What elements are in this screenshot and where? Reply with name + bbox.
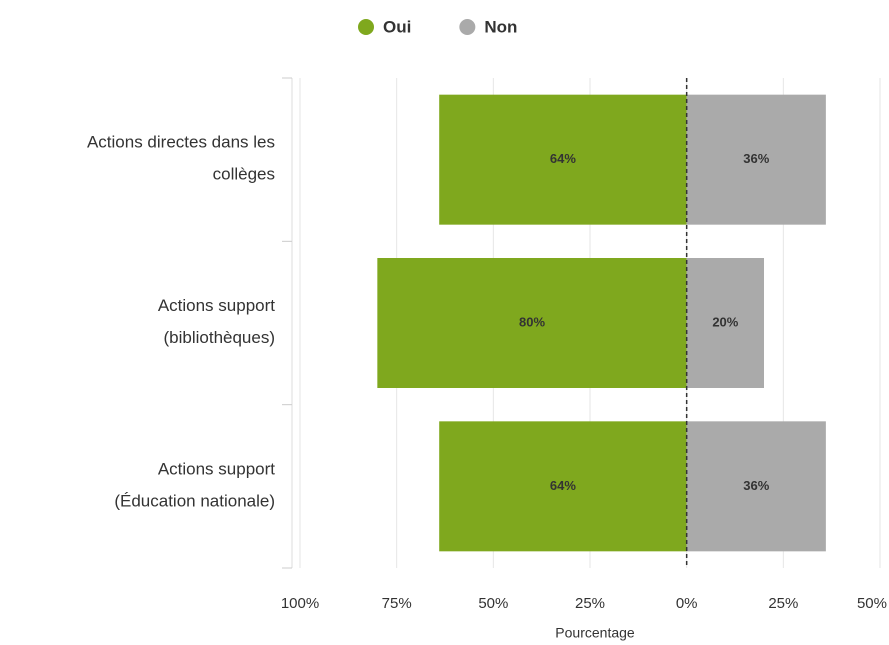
bar	[686, 258, 764, 388]
bar	[439, 94, 687, 225]
x-tick-label: 50%	[857, 595, 887, 612]
y-tick-label-line: Actions support	[158, 460, 275, 479]
y-tick-label: Actions support (Éducation nationale)	[114, 460, 275, 511]
y-tick-label: Actions directes dans les collèges	[87, 133, 275, 184]
data-label: 20%	[712, 314, 738, 329]
x-tick-label: 25%	[768, 595, 798, 612]
data-label: 80%	[519, 314, 545, 329]
legend-swatch	[358, 19, 374, 35]
y-tick-label: Actions support (bibliothèques)	[158, 296, 275, 347]
legend-label: Oui	[383, 17, 411, 36]
data-label: 64%	[550, 151, 576, 166]
x-tick-label: 100%	[281, 595, 319, 612]
y-tick-label-line: Actions support	[158, 296, 275, 315]
x-tick-label: 50%	[478, 595, 508, 612]
bar	[377, 258, 687, 388]
bar	[439, 421, 687, 552]
bar	[686, 421, 826, 552]
x-tick-label: 0%	[676, 595, 698, 612]
legend-label: Non	[484, 17, 517, 36]
y-tick-label-line: (bibliothèques)	[163, 328, 275, 347]
x-tick-label: 25%	[575, 595, 605, 612]
data-label: 36%	[743, 151, 769, 166]
legend-swatch	[459, 19, 476, 35]
data-label: 36%	[743, 478, 769, 493]
x-tick-label: 75%	[382, 595, 412, 612]
y-tick-label-line: Actions directes dans les	[87, 133, 275, 152]
bar	[686, 94, 826, 225]
x-axis-title: Pourcentage	[555, 625, 635, 641]
y-tick-label-line: collèges	[213, 165, 275, 184]
y-tick-label-line: (Éducation nationale)	[114, 492, 275, 511]
data-label: 64%	[550, 478, 576, 493]
